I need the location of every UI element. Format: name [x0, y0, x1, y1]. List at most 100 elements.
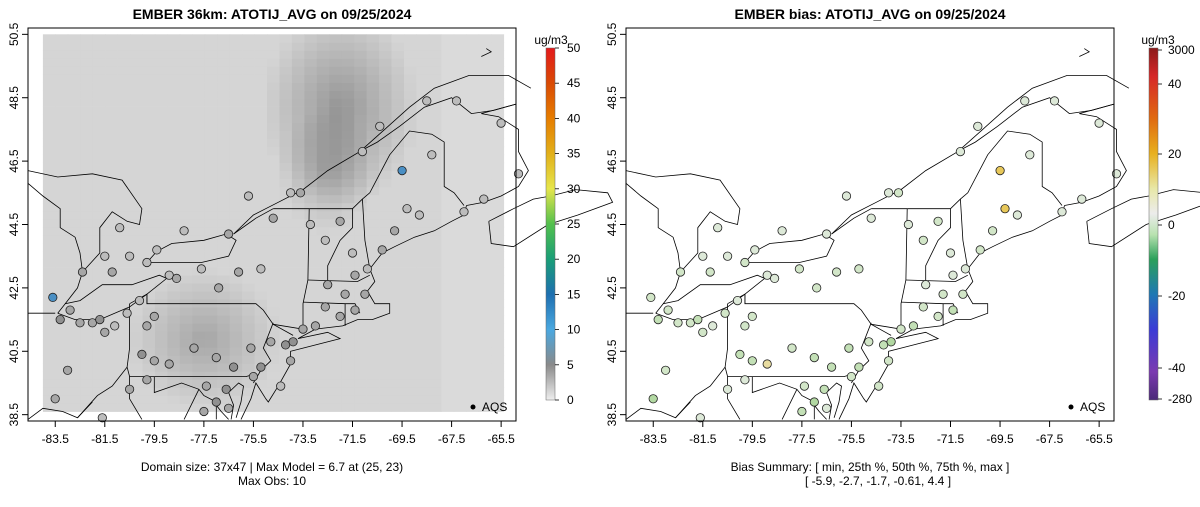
station-marker [224, 229, 234, 239]
model-grid-cell [279, 74, 293, 83]
model-grid-cell [229, 74, 243, 83]
model-grid-cell [279, 355, 293, 364]
model-grid-cell [291, 154, 305, 164]
model-grid-cell [267, 162, 280, 172]
model-grid-cell [229, 395, 243, 404]
model-grid-cell [192, 50, 206, 59]
model-grid-cell [279, 42, 293, 51]
model-grid-cell [92, 74, 106, 83]
model-grid-cell [130, 138, 143, 148]
model-grid-cell [217, 347, 231, 356]
model-grid-cell [453, 363, 467, 372]
model-grid-cell [142, 154, 156, 164]
model-grid-cell [192, 371, 206, 380]
model-grid-cell [354, 202, 368, 212]
model-grid-cell [453, 138, 467, 148]
station-marker [933, 311, 943, 321]
model-grid-cell [242, 106, 255, 115]
model-grid-cell [204, 42, 218, 51]
model-grid-cell [105, 291, 118, 300]
model-grid-cell [117, 154, 131, 164]
model-grid-cell [316, 218, 330, 228]
model-grid-cell [304, 371, 318, 380]
model-grid-cell [416, 307, 430, 316]
model-grid-cell [217, 355, 231, 364]
model-grid-cell [304, 226, 318, 236]
model-grid-cell [167, 90, 181, 99]
model-grid-cell [341, 42, 355, 51]
model-grid-cell [379, 114, 392, 123]
model-grid-cell [142, 371, 156, 380]
model-grid-cell [117, 194, 131, 204]
station-marker [960, 264, 971, 274]
model-grid-cell [428, 218, 442, 228]
model-grid-cell [491, 202, 505, 212]
model-grid-cell [366, 170, 380, 180]
model-grid-cell [242, 355, 255, 364]
model-grid-cell [404, 82, 417, 91]
model-grid-cell [242, 339, 255, 348]
model-grid-cell [478, 307, 492, 316]
y-tick-label: 38.5 [605, 403, 619, 427]
model-grid-cell [316, 363, 330, 372]
model-grid-cell [491, 339, 505, 348]
model-grid-cell [55, 218, 69, 228]
model-grid-cell [453, 106, 467, 115]
model-grid-cell [279, 395, 293, 404]
model-grid-cell [404, 243, 417, 252]
model-grid-cell [67, 226, 81, 236]
station-marker [189, 343, 199, 353]
model-grid-cell [391, 154, 405, 164]
model-grid-cell [130, 194, 143, 204]
model-grid-cell [55, 34, 69, 43]
station-marker [288, 337, 298, 347]
model-grid-cell [254, 339, 268, 348]
model-grid-cell [42, 202, 56, 212]
model-grid-cell [167, 42, 181, 51]
model-grid-cell [491, 218, 505, 228]
model-grid-cell [192, 82, 206, 91]
model-grid-cell [192, 379, 206, 388]
model-grid-cell [55, 387, 69, 396]
station-marker [110, 321, 120, 331]
model-grid-cell [67, 235, 81, 244]
model-grid-cell [204, 82, 218, 91]
model-grid-cell [478, 178, 492, 188]
model-grid-cell [105, 379, 118, 388]
model-grid-cell [229, 114, 243, 123]
x-tick-label: -83.5 [640, 432, 668, 446]
model-grid-cell [404, 98, 417, 107]
model-grid-cell [379, 283, 392, 292]
model-grid-cell [117, 291, 131, 300]
model-grid-cell [267, 146, 280, 156]
model-grid-cell [341, 403, 355, 412]
model-grid-cell [192, 243, 206, 252]
model-grid-cell [105, 283, 118, 292]
model-grid-cell [428, 307, 442, 316]
model-grid-cell [117, 355, 131, 364]
model-grid-cell [179, 291, 193, 300]
model-grid-cell [379, 122, 392, 131]
model-grid-cell [167, 162, 181, 172]
model-grid-cell [80, 395, 94, 404]
model-grid-cell [192, 307, 206, 316]
model-grid-cell [379, 347, 392, 356]
station-marker [750, 245, 760, 255]
model-grid-cell [391, 355, 405, 364]
model-grid-cell [67, 347, 81, 356]
model-grid-cell [416, 235, 430, 244]
model-grid-cell [316, 251, 330, 260]
station-marker [708, 321, 718, 331]
model-grid-cell [105, 106, 118, 115]
model-grid-cell [105, 202, 118, 212]
model-grid-cell [242, 403, 255, 412]
model-grid-cell [105, 130, 118, 139]
model-grid-cell [204, 146, 218, 156]
model-grid-cell [491, 114, 505, 123]
model-grid-cell [491, 371, 505, 380]
model-grid-cell [441, 243, 455, 252]
model-grid-cell [179, 106, 193, 115]
station-marker [673, 318, 683, 328]
model-grid-cell [341, 307, 355, 316]
model-grid-cell [466, 146, 480, 156]
